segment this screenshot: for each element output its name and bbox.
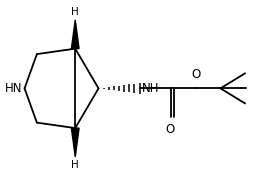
Text: H: H	[71, 7, 79, 17]
Text: H: H	[71, 160, 79, 170]
Polygon shape	[71, 20, 79, 49]
Text: O: O	[191, 68, 200, 81]
Polygon shape	[71, 128, 79, 157]
Text: O: O	[165, 123, 174, 136]
Text: HN: HN	[5, 82, 22, 95]
Text: NH: NH	[142, 82, 159, 95]
